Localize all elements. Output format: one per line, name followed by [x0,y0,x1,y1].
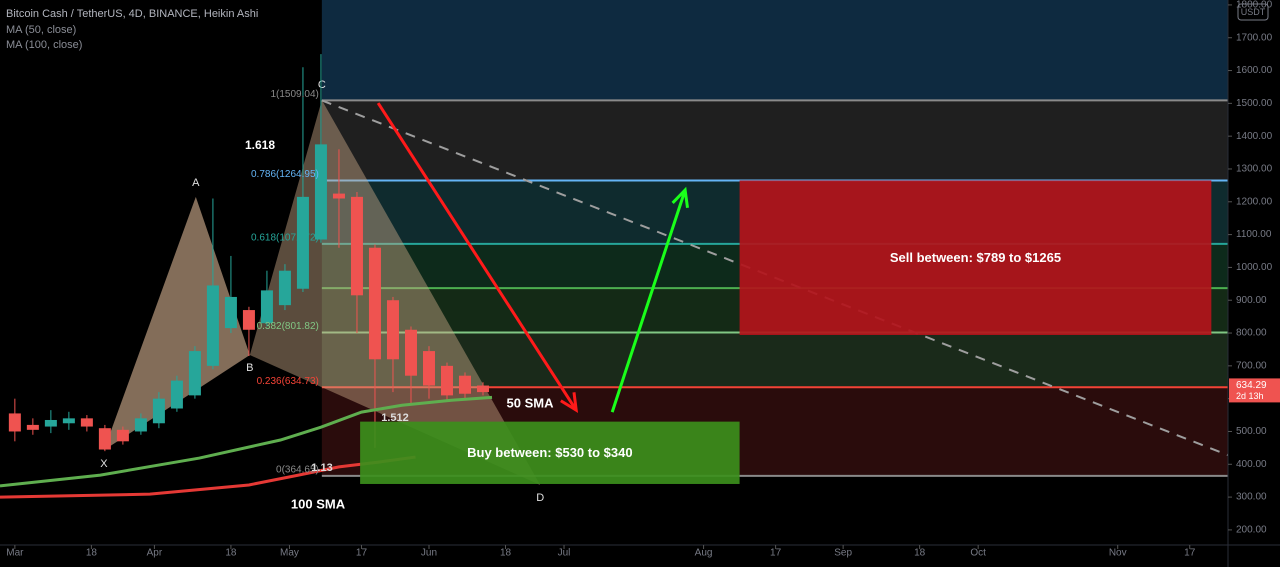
x-tick-label: 18 [86,548,98,559]
x-tick-label: Jul [558,548,571,559]
candle-body [98,428,111,450]
pattern-point-label: X [100,458,108,470]
annotation: 100 SMA [291,496,346,511]
candle-body [242,310,255,330]
y-tick-label: 1300.00 [1236,164,1273,175]
candle-body [314,144,327,240]
fib-band [321,0,1228,101]
chart-title: Bitcoin Cash / TetherUS, 4D, BINANCE, He… [6,8,258,20]
candle-body [206,285,219,366]
candle-body [62,418,75,424]
candle-body [332,193,345,199]
fib-label: 0.236(634.73) [257,376,319,387]
fib-band [321,100,1228,181]
fib-band [321,332,1228,388]
candle-body [350,196,363,296]
zone-label: Buy between: $530 to $340 [467,445,632,460]
currency-badge [1237,3,1269,21]
y-tick-label: 300.00 [1236,492,1267,503]
annotation: 1.618 [245,138,275,152]
annotation: 1.13 [311,462,332,474]
pattern-point-label: A [192,177,200,189]
y-tick-label: 1600.00 [1236,65,1273,76]
pattern-point-label: C [318,79,326,91]
last-price-tag [1229,378,1280,403]
y-tick-label: 1700.00 [1236,32,1273,43]
candle-body [170,380,183,409]
y-tick-label: 1800.00 [1236,0,1273,11]
x-tick-label: 18 [225,548,237,559]
candle-body [477,385,490,393]
y-tick-label: 1400.00 [1236,131,1273,142]
annotation: 1.512 [381,412,409,424]
x-tick-label: Oct [970,548,986,559]
candle-body [404,329,417,376]
fib-label: 1(1509.04) [270,89,318,100]
candle-body [152,398,165,424]
zone-box [360,421,740,484]
y-tick-label: 1500.00 [1236,98,1273,109]
y-tick-label: 200.00 [1236,525,1267,536]
arrow-head [671,186,689,209]
candle-body [134,418,147,432]
zone-box [739,180,1212,336]
candle-body [8,413,21,432]
x-tick-label: Sep [834,548,852,559]
y-tick-label: 700.00 [1236,360,1267,371]
annotation: 50 SMA [507,395,555,410]
candle-body [278,270,291,306]
candle-body [188,351,201,396]
y-tick-label: 800.00 [1236,328,1267,339]
moving-average [0,395,493,488]
x-tick-label: 17 [770,548,782,559]
fib-label: 0.618(1071.72) [251,233,319,244]
y-tick-label: 500.00 [1236,426,1267,437]
candle-body [44,419,57,427]
legend-entry: MA (50, close) [6,24,76,36]
candle-body [386,300,399,360]
zone-label: Sell between: $789 to $1265 [890,250,1061,265]
arrow [376,102,578,411]
x-tick-label: 17 [356,548,368,559]
candle-body [422,351,435,386]
arrow-head [560,392,579,414]
fib-label: 0.382(801.82) [257,321,319,332]
x-tick-label: 18 [500,548,512,559]
x-tick-label: Apr [147,548,163,559]
y-tick-label: 1100.00 [1236,229,1272,240]
candle-body [440,365,453,396]
fib-label: 0(364.65) [276,465,319,476]
currency: USDT [1241,7,1266,17]
x-tick-label: Mar [6,548,24,559]
y-tick-label: 1000.00 [1236,262,1273,273]
fib-label: 0.786(1264.95) [251,169,319,180]
x-tick-label: May [280,548,299,559]
y-tick-label: 400.00 [1236,459,1267,470]
x-tick-label: 17 [1184,548,1196,559]
x-tick-label: 18 [914,548,926,559]
y-tick-label: 900.00 [1236,295,1267,306]
arrow [610,189,687,413]
candle-body [260,290,273,324]
pattern-point-label: D [536,492,544,504]
legend-entry: MA (100, close) [6,39,82,51]
candle-body [26,424,39,430]
price-axis [1228,0,1280,567]
x-tick-label: Nov [1109,548,1127,559]
candle-body [224,296,237,329]
pattern-point-label: B [246,362,253,374]
x-tick-label: Aug [695,548,713,559]
time-axis [0,545,1280,567]
x-tick-label: Jun [421,548,437,559]
candle-body [296,196,309,289]
last-price: 634.29 [1236,380,1267,391]
y-tick-label: 1200.00 [1236,196,1273,207]
candle-body [116,429,129,442]
candle-body [368,247,381,360]
countdown: 2d 13h [1236,391,1264,401]
candle-body [459,375,472,394]
candle-body [80,418,93,427]
